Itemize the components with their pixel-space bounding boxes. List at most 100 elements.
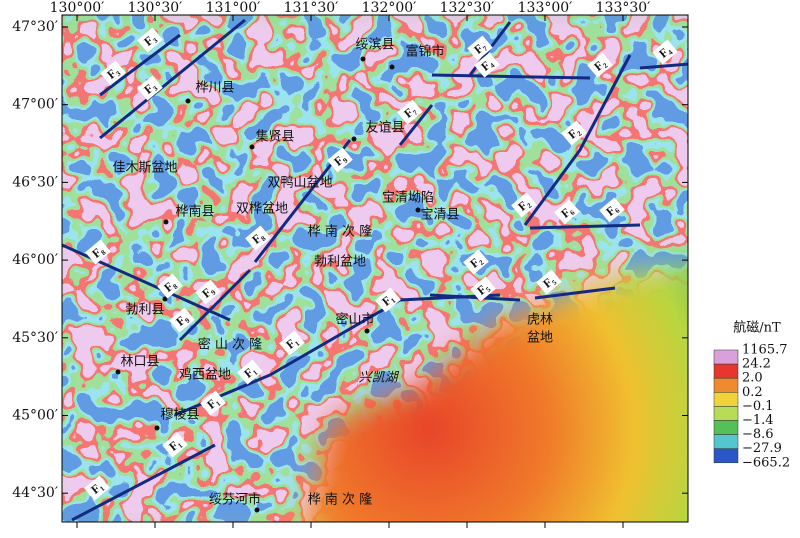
fault-label-box	[561, 120, 587, 146]
place-label: 富锦市	[405, 44, 444, 60]
fault-label: F₂	[587, 52, 613, 78]
lon-tick-label: 132°00′	[362, 0, 417, 16]
fault-label-box	[327, 147, 353, 173]
legend-label: −665.2	[742, 455, 790, 470]
lon-tick-label: 131°30′	[284, 0, 339, 16]
legend-swatch	[713, 420, 739, 435]
fault-label-box	[137, 27, 163, 53]
fault-label: F₁	[375, 287, 401, 313]
lat-tick-label: 46°30′	[12, 174, 58, 190]
fault-label-box	[587, 52, 613, 78]
town-dot	[185, 98, 191, 104]
fault-label: F₇	[397, 99, 423, 125]
fault-label-box	[470, 276, 496, 302]
lon-tick-label: 133°00′	[518, 0, 573, 16]
fault-label: F₆	[599, 197, 625, 223]
fault-label: F₉	[195, 279, 221, 305]
legend-swatch	[713, 392, 739, 407]
legend-swatch	[713, 448, 739, 464]
fault-label-box	[511, 192, 537, 218]
lon-tick-label: 130°30′	[128, 0, 183, 16]
legend-label: 1165.7	[742, 343, 788, 358]
fault-label: F₈	[157, 273, 183, 299]
legend-label: 24.2	[742, 357, 771, 372]
fault-label: F₈	[85, 239, 111, 265]
fault-label: F₁	[200, 390, 226, 416]
region-label: 密 山 次 隆	[198, 337, 262, 353]
fault-label-box	[162, 432, 188, 458]
region-label: 桦 南 次 隆	[308, 492, 372, 508]
fault-label-box	[279, 330, 305, 356]
legend-swatch	[713, 377, 739, 393]
town-dot	[389, 64, 395, 70]
lat-tick-label: 47°00′	[12, 97, 58, 113]
lon-tick-label: 133°30′	[596, 0, 651, 16]
fault-label-box	[599, 197, 625, 223]
lat-tick-label: 45°00′	[12, 408, 58, 424]
fault-label-box	[536, 269, 562, 295]
fault-label: F₆	[554, 199, 580, 225]
fault-label: F₄	[474, 52, 500, 78]
fault-label-box	[245, 225, 271, 251]
place-label: 友谊县	[365, 120, 404, 136]
region-label: 鸡西盆地	[179, 367, 231, 383]
fault-label-box	[554, 199, 580, 225]
fault-label: F₉	[327, 147, 353, 173]
fault-label: F₈	[245, 225, 271, 251]
lon-tick-label: 132°30′	[440, 0, 495, 16]
legend-label: −1.4	[742, 413, 774, 428]
town-dot	[162, 296, 168, 302]
legend-label: −8.6	[742, 427, 774, 442]
magnetic-raster	[62, 15, 688, 522]
fault-label: F₄	[652, 39, 678, 65]
lat-tick-label: 46°00′	[12, 252, 58, 268]
fault-label: F₂	[511, 192, 537, 218]
town-dot	[360, 56, 366, 62]
fault-label: F₅	[536, 269, 562, 295]
fault-label-box	[467, 35, 493, 61]
place-label: 绥滨县	[355, 37, 394, 53]
region-label: 佳木斯盆地	[112, 161, 177, 176]
fault-label: F₁	[162, 432, 188, 458]
fault-label-box	[195, 279, 221, 305]
region-label: 虎林	[527, 313, 553, 328]
fault-label: F₅	[470, 276, 496, 302]
legend-swatch	[713, 363, 739, 379]
fault-label-box	[397, 99, 423, 125]
legend-swatch	[713, 434, 739, 449]
town-dot	[415, 207, 421, 213]
fault-label: F₃	[137, 27, 163, 53]
fault-label: F₁	[237, 359, 263, 385]
lon-tick-label: 131°00′	[206, 0, 261, 16]
town-dot	[364, 328, 370, 334]
region-label: 兴凯湖	[358, 371, 399, 386]
fault-label-box	[237, 359, 263, 385]
legend-swatch	[713, 406, 739, 421]
legend-label: 0.2	[742, 385, 763, 400]
fault-label-box	[157, 273, 183, 299]
town-dot	[249, 144, 255, 150]
lat-tick-label: 45°30′	[12, 330, 58, 346]
town-dot	[351, 136, 357, 142]
fault-label-box	[463, 249, 489, 275]
fault-label-box	[169, 307, 195, 333]
fault-label: F₉	[169, 307, 195, 333]
fault-lines	[62, 18, 688, 522]
fault-label: F₃	[100, 60, 126, 86]
place-label: 林口县	[120, 355, 159, 370]
fault-label-box	[84, 475, 110, 501]
fault-label-box	[200, 390, 226, 416]
place-label: 集贤县	[255, 129, 294, 145]
region-label: 双桦盆地	[236, 202, 288, 217]
fault-label: F₇	[467, 35, 493, 61]
fault-label-box	[137, 75, 163, 101]
legend-label: −27.9	[742, 441, 782, 456]
legend-label: 2.0	[742, 371, 763, 386]
fault-label-box	[474, 52, 500, 78]
fault-label-box	[85, 239, 111, 265]
fault-label: F₂	[463, 249, 489, 275]
place-label: 穆棱县	[160, 407, 199, 423]
fault-label: F₁	[279, 330, 305, 356]
place-label: 密山市	[335, 312, 374, 328]
